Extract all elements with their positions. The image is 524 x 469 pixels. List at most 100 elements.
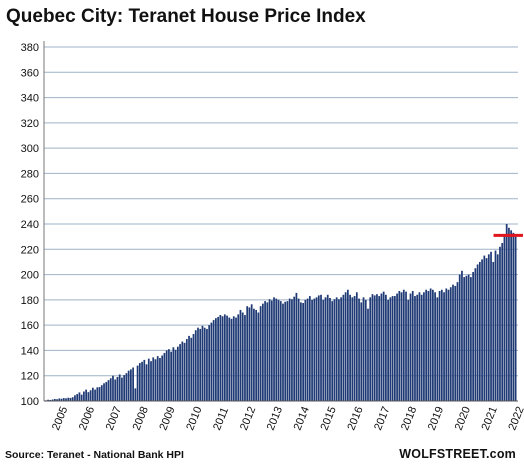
bar xyxy=(463,277,466,401)
bar xyxy=(284,301,287,401)
bar xyxy=(223,314,226,401)
bar xyxy=(259,306,262,401)
bar xyxy=(416,294,419,401)
bar xyxy=(378,296,381,401)
bar xyxy=(226,315,228,401)
bar xyxy=(107,380,110,401)
x-tick-label: 2014 xyxy=(292,405,312,432)
bar xyxy=(478,261,481,401)
bar xyxy=(192,333,195,401)
bar xyxy=(266,302,269,401)
y-tick-label: 140 xyxy=(21,345,39,357)
bar xyxy=(389,297,392,401)
bar xyxy=(472,272,475,401)
bar xyxy=(78,392,81,401)
bar xyxy=(215,318,217,401)
bar xyxy=(483,255,486,401)
bar xyxy=(241,312,244,401)
bar xyxy=(138,363,141,401)
bar xyxy=(329,297,331,401)
y-tick-label: 260 xyxy=(21,194,39,206)
bar-series xyxy=(45,224,517,401)
bar xyxy=(145,364,148,401)
bar xyxy=(53,398,56,401)
bar xyxy=(445,288,448,401)
bar xyxy=(335,297,338,401)
bar xyxy=(141,361,143,401)
bar xyxy=(96,387,99,401)
bar xyxy=(360,302,363,401)
bar xyxy=(279,301,282,401)
bar xyxy=(382,291,385,401)
bar xyxy=(154,359,157,401)
bar xyxy=(98,387,101,401)
y-tick-label: 220 xyxy=(21,244,39,256)
y-tick-label: 300 xyxy=(21,143,39,155)
bar xyxy=(199,328,202,401)
bar xyxy=(132,367,134,401)
bar xyxy=(485,258,488,401)
bar xyxy=(398,291,401,401)
y-tick-label: 160 xyxy=(21,320,39,332)
bar xyxy=(342,294,345,401)
bar xyxy=(250,304,253,401)
bar xyxy=(400,292,403,401)
x-tick-label: 2015 xyxy=(319,405,339,432)
y-tick-label: 180 xyxy=(21,295,39,307)
y-tick-label: 100 xyxy=(21,396,39,408)
bar xyxy=(210,322,213,401)
bar xyxy=(286,301,289,401)
bar xyxy=(172,347,175,401)
bar xyxy=(60,398,63,401)
bar xyxy=(152,357,155,401)
axes xyxy=(43,41,518,402)
bar xyxy=(461,270,463,401)
bar xyxy=(270,300,273,401)
bar xyxy=(159,358,161,401)
bar xyxy=(127,370,130,401)
bar xyxy=(427,291,430,401)
brand-watermark: WOLFSTREET.com xyxy=(399,447,516,461)
bar xyxy=(232,316,235,401)
bar xyxy=(239,309,242,401)
bar xyxy=(367,308,369,401)
bar xyxy=(176,346,179,401)
bar xyxy=(203,327,206,401)
chart-title: Quebec City: Teranet House Price Index xyxy=(6,6,366,27)
bar xyxy=(273,297,275,401)
bar xyxy=(150,361,152,401)
bar xyxy=(414,296,416,401)
bar xyxy=(362,297,365,401)
bar xyxy=(257,312,260,401)
y-tick-label: 200 xyxy=(21,270,39,282)
y-tick-label: 120 xyxy=(21,371,39,383)
bar xyxy=(147,358,150,401)
bar xyxy=(465,275,468,401)
bar xyxy=(87,392,90,401)
bar xyxy=(275,298,278,401)
x-axis-ticks: 2005 2006 2007 2008 2009 2010 2011 2012 2013 2014… xyxy=(50,405,524,432)
bar xyxy=(487,254,490,401)
bar xyxy=(481,259,483,401)
bar xyxy=(508,227,510,401)
y-tick-label: 340 xyxy=(21,93,39,105)
bar xyxy=(165,350,168,401)
bar xyxy=(505,224,508,401)
bar xyxy=(311,299,313,401)
y-tick-label: 240 xyxy=(21,219,39,231)
bar xyxy=(89,390,92,401)
bar xyxy=(391,296,394,401)
bar xyxy=(156,356,159,401)
bar xyxy=(402,289,405,401)
bar xyxy=(503,234,506,401)
bar xyxy=(109,378,112,401)
bar xyxy=(230,318,233,401)
bar xyxy=(168,349,170,401)
bar xyxy=(201,325,204,401)
bar xyxy=(407,299,410,401)
bar xyxy=(512,232,515,401)
bar xyxy=(244,315,246,401)
bar xyxy=(300,302,302,401)
bar xyxy=(56,399,58,401)
